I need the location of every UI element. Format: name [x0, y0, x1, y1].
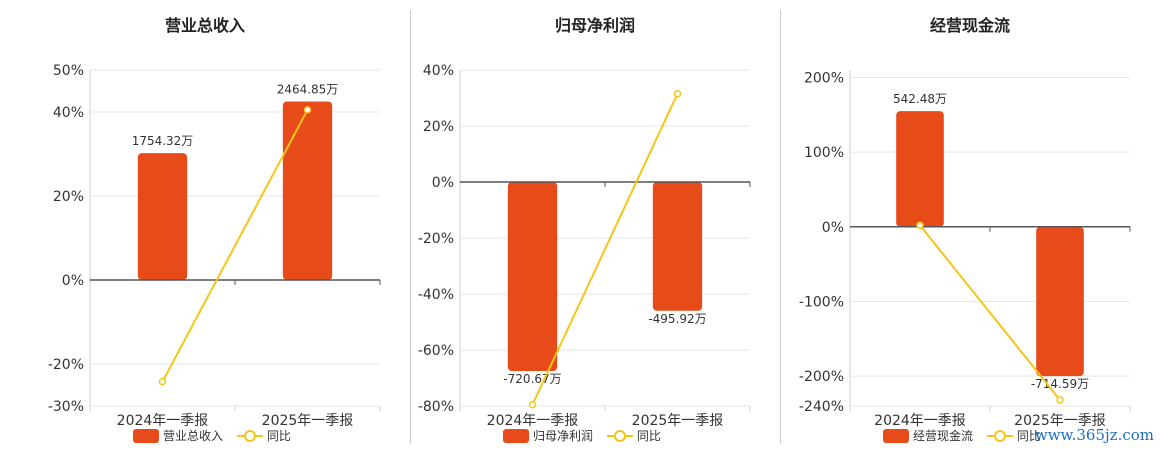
bar-value-label: 1754.32万 — [132, 134, 194, 148]
x-tick-label: 2024年一季报 — [117, 413, 209, 429]
bar-value-label: -714.59万 — [1031, 377, 1089, 391]
x-tick-label: 2025年一季报 — [1014, 413, 1106, 429]
legend-bar-swatch — [133, 429, 159, 443]
y-tick-label: 40% — [53, 105, 84, 121]
x-tick-label: 2025年一季报 — [632, 413, 724, 429]
yoy-point — [916, 221, 924, 230]
yoy-line — [161, 109, 309, 383]
yoy-line — [531, 93, 679, 406]
chart-panel-net-profit: 归母净利润 -80% -60% -40% -20% 0% 20% 40% -720.67万 -4… — [410, 0, 780, 450]
panel-divider — [780, 10, 781, 444]
legend-bar-label: 营业总收入 — [163, 429, 224, 443]
bar — [137, 153, 188, 280]
x-tick-label: 2024年一季报 — [874, 413, 966, 429]
bar — [1036, 226, 1084, 377]
legend: 归母净利润 同比 — [503, 427, 671, 444]
yoy-line — [919, 224, 1061, 401]
revenue-chart: -30% -20% 0% 20% 40% 50% 1754.32万 2464.85万 2024年… — [48, 63, 381, 429]
yoy-point — [1056, 396, 1064, 404]
y-tick-label: -60% — [418, 343, 454, 359]
y-tick-label: 20% — [53, 189, 84, 205]
y-tick-label: 40% — [423, 63, 454, 79]
bar — [652, 182, 703, 311]
y-tick-label: 50% — [53, 63, 84, 79]
y-tick-label: 200% — [804, 70, 844, 86]
y-tick-label: -30% — [48, 399, 84, 415]
legend: 营业总收入 同比 — [133, 427, 301, 444]
bar — [896, 111, 944, 227]
y-tick-label: 0% — [62, 273, 84, 289]
y-tick-label: -40% — [418, 287, 454, 303]
chart-title: 经营现金流 — [929, 16, 1010, 35]
legend-bar-swatch — [883, 429, 909, 443]
legend-bar-label: 经营现金流 — [913, 429, 974, 443]
legend-line-label: 同比 — [266, 429, 291, 443]
y-tick-label: -20% — [48, 357, 84, 373]
panel-divider — [410, 10, 411, 444]
y-tick-label: -100% — [799, 294, 844, 310]
bar — [507, 182, 558, 371]
legend-bar-swatch — [503, 429, 529, 443]
yoy-point — [303, 106, 312, 114]
y-tick-label: -80% — [418, 399, 454, 415]
legend: 经营现金流 同比 — [883, 427, 1051, 444]
legend-line-swatch — [986, 429, 1013, 443]
y-tick-label: 0% — [822, 220, 844, 236]
y-tick-label: -200% — [799, 369, 844, 385]
yoy-point — [158, 377, 167, 386]
y-tick-label: -240% — [799, 399, 844, 415]
bar-value-label: 542.48万 — [893, 92, 947, 106]
legend-line-swatch — [606, 429, 633, 443]
net-profit-chart: -80% -60% -40% -20% 0% 20% 40% -720.67万 -495.92万… — [418, 63, 751, 429]
yoy-point — [673, 90, 682, 98]
chart-title: 归母净利润 — [554, 16, 635, 35]
watermark: www.365jz.com — [1034, 426, 1154, 444]
y-tick-label: -20% — [418, 231, 454, 247]
bar-value-label: 2464.85万 — [277, 83, 339, 97]
bar — [282, 101, 333, 280]
x-tick-label: 2024年一季报 — [487, 413, 579, 429]
y-tick-label: 20% — [423, 119, 454, 135]
legend-line-label: 同比 — [636, 429, 661, 443]
yoy-point — [528, 400, 537, 409]
bar-value-label: -720.67万 — [503, 372, 561, 386]
y-tick-label: 100% — [804, 145, 844, 161]
bar-value-label: -495.92万 — [648, 312, 706, 326]
chart-panel-cash-flow: 经营现金流 -240% -200% -100% 0% 100% 200% 542.48万 -7… — [780, 0, 1160, 450]
legend-line-swatch — [236, 429, 263, 443]
x-tick-label: 2025年一季报 — [262, 413, 354, 429]
chart-panel-revenue: 营业总收入 -30% -20% 0% 20% 40% 50% 1754.32万 2464.85… — [0, 0, 410, 450]
y-tick-label: 0% — [432, 175, 454, 191]
chart-title: 营业总收入 — [164, 16, 245, 35]
legend-bar-label: 归母净利润 — [533, 429, 594, 443]
legend-line-label: 同比 — [1016, 429, 1041, 443]
cash-flow-chart: -240% -200% -100% 0% 100% 200% 542.48万 -714.59万… — [799, 70, 1131, 429]
